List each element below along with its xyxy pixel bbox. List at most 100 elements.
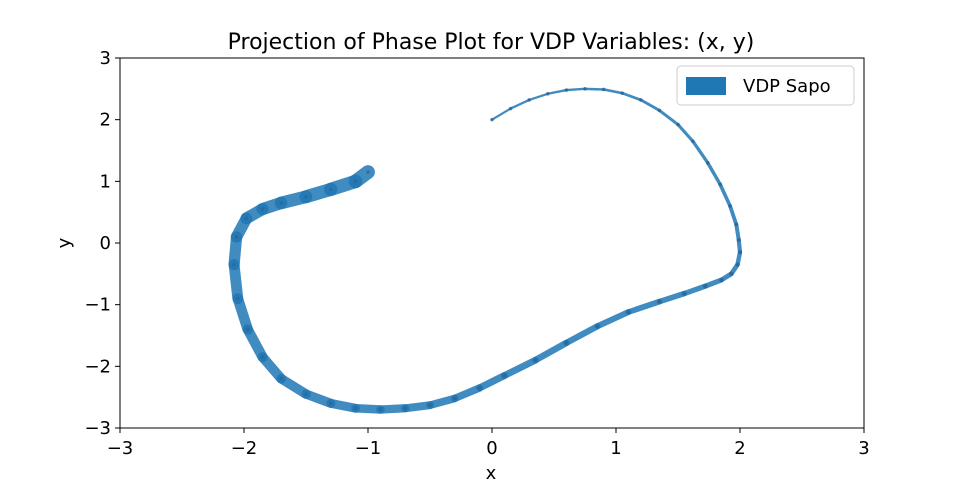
y-tick-label: 1 xyxy=(100,171,111,192)
legend: VDP Sapo xyxy=(676,65,855,106)
data-point xyxy=(533,358,538,362)
trajectory-segment xyxy=(734,222,741,242)
x-tick-label: 1 xyxy=(610,438,621,459)
data-point xyxy=(691,139,695,144)
trajectory-segment xyxy=(476,372,508,392)
data-point xyxy=(703,284,708,288)
trajectory-segment xyxy=(490,107,512,121)
trajectory-segment xyxy=(594,309,632,330)
trajectory-segment xyxy=(228,259,244,304)
data-point xyxy=(304,392,308,396)
chart-title: Projection of Phase Plot for VDP Variabl… xyxy=(228,30,755,55)
data-point xyxy=(245,327,250,332)
x-tick-label: 0 xyxy=(486,438,497,459)
trajectory-segment xyxy=(620,91,643,102)
data-point xyxy=(719,278,724,282)
trajectory-segment xyxy=(681,283,708,297)
data-point xyxy=(234,235,239,239)
data-point xyxy=(626,310,631,314)
data-point xyxy=(236,296,240,301)
trajectory-segment xyxy=(509,98,531,110)
trajectory-segment xyxy=(656,290,687,305)
data-point xyxy=(564,88,569,92)
x-tick-label: −2 xyxy=(231,438,258,459)
x-tick-label: 3 xyxy=(858,438,869,459)
trajectory-segment xyxy=(639,98,661,112)
data-point xyxy=(353,179,358,184)
y-axis-label: y xyxy=(54,237,75,248)
trajectory-segment xyxy=(563,323,601,347)
y-tick-label: −1 xyxy=(84,295,111,316)
data-point xyxy=(428,403,432,407)
legend-frame xyxy=(676,65,855,106)
y-tick-label: −3 xyxy=(84,418,111,439)
data-point xyxy=(244,216,249,221)
data-point xyxy=(736,238,741,242)
data-point xyxy=(718,182,722,187)
trajectory-segment xyxy=(602,88,624,95)
data-point xyxy=(508,106,513,111)
trajectory-segment xyxy=(546,88,568,95)
trajectory-segment xyxy=(702,277,724,289)
data-point xyxy=(502,373,507,378)
data-point xyxy=(657,108,662,113)
data-point xyxy=(657,299,662,304)
trajectory-segment xyxy=(583,87,605,91)
data-point xyxy=(366,170,370,174)
data-point xyxy=(279,201,284,205)
data-point xyxy=(735,262,740,267)
x-tick-label: −1 xyxy=(355,438,382,459)
legend-label: VDP Sapo xyxy=(743,76,831,97)
trajectory-segment xyxy=(348,165,375,189)
data-point xyxy=(453,396,457,401)
data-point xyxy=(260,207,265,211)
legend-swatch xyxy=(686,77,726,95)
x-tick-label: −3 xyxy=(107,438,134,459)
data-point xyxy=(232,262,236,267)
plot-area xyxy=(228,87,743,414)
trajectory-segment xyxy=(676,123,695,143)
data-point xyxy=(734,222,739,227)
data-point xyxy=(304,194,308,199)
data-point xyxy=(279,376,284,381)
data-point xyxy=(378,407,383,412)
trajectory-segment xyxy=(500,356,539,379)
trajectory-segment xyxy=(657,108,680,127)
trajectory-segment xyxy=(401,401,434,413)
data-point xyxy=(620,91,624,95)
data-point xyxy=(490,117,494,122)
trajectory-segment xyxy=(728,204,739,227)
data-point xyxy=(639,98,643,102)
data-point xyxy=(705,161,710,165)
trajectory-segment xyxy=(565,87,587,92)
trajectory-segment xyxy=(426,394,459,410)
trajectory-segment xyxy=(528,92,549,102)
data-point xyxy=(601,87,606,92)
data-point xyxy=(682,291,686,296)
trajectory-segment xyxy=(718,182,732,208)
data-point xyxy=(353,406,358,411)
trajectory-segment xyxy=(532,339,570,364)
data-point xyxy=(477,386,482,390)
data-point xyxy=(583,87,587,91)
data-point xyxy=(564,341,569,345)
data-point xyxy=(729,272,734,276)
data-point xyxy=(738,250,742,255)
data-point xyxy=(329,187,333,192)
trajectory-segment xyxy=(625,298,663,315)
axes: −3 −2 −1 0 1 2 3 −3 −2 −1 0 1 2 3 xyxy=(84,48,869,459)
data-point xyxy=(676,122,680,127)
data-point xyxy=(329,401,333,406)
data-point xyxy=(403,406,408,411)
data-point xyxy=(260,355,265,359)
y-tick-label: 0 xyxy=(100,233,111,254)
data-point xyxy=(595,324,600,329)
x-axis-label: x xyxy=(486,463,497,482)
y-tick-label: 2 xyxy=(100,110,111,131)
x-tick-label: 2 xyxy=(734,438,745,459)
data-point xyxy=(728,204,732,208)
y-tick-label: 3 xyxy=(100,48,111,69)
trajectory-segment xyxy=(691,139,710,165)
